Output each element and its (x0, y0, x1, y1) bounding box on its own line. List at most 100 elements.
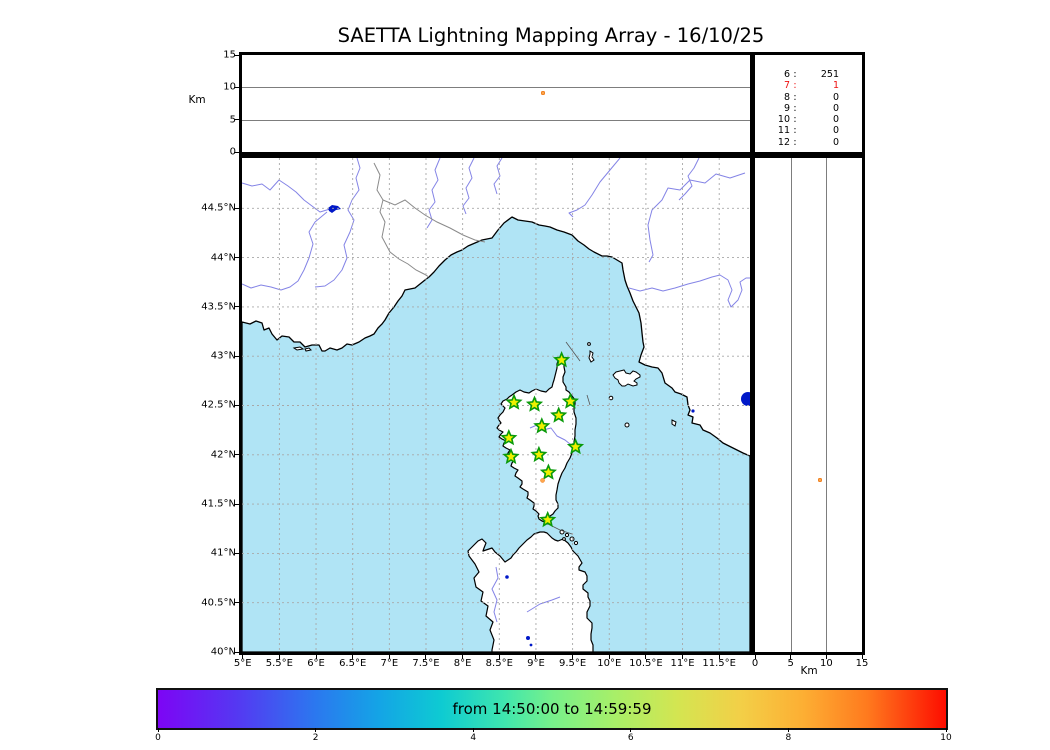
lat-tick-label: 41.5°N (201, 498, 236, 510)
lon-tick-label: 6°E (307, 658, 325, 669)
lat-tick-mark (234, 207, 239, 209)
right-alt-tick-mark (754, 655, 756, 659)
right-alt-tick-label: 10 (819, 658, 833, 669)
right-panel-km-label: Km (800, 665, 818, 677)
colorbar-tick-mark (787, 728, 789, 732)
lon-tick-label: 7°E (380, 658, 399, 669)
station-count-level: 8 (783, 91, 790, 103)
map-svg (242, 158, 750, 652)
station-count-level: 10 (777, 114, 790, 126)
lat-tick-label: 42.5°N (201, 399, 236, 411)
lon-tick-mark (535, 655, 537, 659)
lon-tick-label: 5.5°E (265, 658, 293, 669)
station-count-colon: : (793, 136, 797, 148)
top-alt-tick-mark (234, 86, 239, 88)
station-count-row: 9: 0 (758, 103, 859, 114)
station-count-value: 0 (832, 102, 839, 114)
lat-tick-mark (234, 503, 239, 505)
map-panel (239, 155, 753, 655)
lon-tick-label: 8°E (453, 658, 472, 669)
time-colorbar: from 14:50:00 to 14:59:59 (156, 688, 948, 730)
small-islands (292, 342, 677, 546)
lon-tick-mark (278, 655, 280, 659)
altitude-vs-longitude-panel (239, 52, 753, 155)
lat-tick-label: 44.5°N (201, 202, 236, 214)
station-count-colon: : (793, 114, 797, 126)
top-alt-tick-mark (234, 54, 239, 56)
lat-tick-mark (234, 454, 239, 456)
colorbar-tick-label: 8 (785, 733, 792, 743)
top-panel-gridline (242, 87, 750, 89)
lon-tick-label: 7.5°E (412, 658, 440, 669)
top-panel-gridline (242, 119, 750, 121)
station-count-value: 251 (820, 69, 839, 80)
lat-tick-label: 44°N (210, 252, 236, 264)
colorbar-tick-label: 10 (940, 733, 952, 743)
station-count-row: 8: 0 (758, 92, 859, 103)
colorbar-tick-label: 4 (470, 733, 477, 743)
lon-tick-mark (572, 655, 574, 659)
lat-tick-mark (234, 602, 239, 604)
lon-tick-mark (498, 655, 500, 659)
station-count-colon: : (793, 80, 797, 92)
lon-tick-mark (242, 655, 244, 659)
station-count-row: 6: 251 (758, 69, 859, 80)
lat-tick-label: 41°N (210, 547, 236, 559)
lon-tick-label: 11°E (670, 658, 695, 669)
right-alt-tick-label: 5 (787, 658, 794, 669)
lat-lon-grid (242, 158, 750, 652)
sea-coastline (242, 216, 750, 652)
colorbar-tick-label: 0 (155, 733, 161, 743)
top-alt-tick-label: 10 (223, 81, 236, 93)
lon-tick-label: 10.5°E (629, 658, 663, 669)
right-alt-tick-label: 15 (855, 658, 869, 669)
colorbar-tick-mark (472, 728, 474, 732)
lat-tick-mark (234, 355, 239, 357)
colorbar-tick-mark (157, 728, 159, 732)
station-count-value: 0 (832, 91, 839, 103)
right-alt-tick-mark (790, 655, 792, 659)
colorbar-tick-mark (945, 728, 947, 732)
lat-tick-label: 42°N (210, 449, 236, 461)
lon-tick-label: 5°E (233, 658, 252, 669)
station-count-list: 6: 251 7: 1 8: 0 9: 0 10: 0 11: 0 12: 0 (758, 69, 859, 148)
lon-tick-mark (425, 655, 427, 659)
station-count-row: 11: 0 (758, 125, 859, 136)
lon-tick-mark (462, 655, 464, 659)
colorbar-tick-label: 6 (627, 733, 634, 743)
figure-title: SAETTA Lightning Mapping Array - 16/10/2… (337, 24, 765, 47)
right-alt-tick-label: 0 (751, 658, 759, 669)
lightning-sources-layer (540, 478, 545, 483)
colorbar-tick-mark (315, 728, 317, 732)
lat-tick-label: 40°N (210, 646, 236, 658)
right-panel-gridline (790, 158, 792, 652)
lon-tick-label: 8.5°E (485, 658, 513, 669)
lon-tick-mark (718, 655, 720, 659)
rivers (242, 158, 750, 623)
lightning-source-point-altitude-lat (817, 478, 822, 483)
top-alt-tick-label: 0 (229, 146, 236, 158)
lat-tick-label: 40.5°N (201, 597, 236, 609)
station-count-colon: : (793, 69, 797, 80)
lakes (328, 205, 750, 647)
lon-tick-mark (388, 655, 390, 659)
station-count-colon: : (793, 102, 797, 114)
colorbar-tick-label: 2 (312, 733, 319, 743)
colorbar-time-window-label: from 14:50:00 to 14:59:59 (452, 700, 652, 718)
station-count-row: 7: 1 (758, 80, 859, 91)
station-count-level: 6 (783, 69, 790, 80)
country-borders (373, 162, 486, 278)
lightning-source-point (540, 478, 545, 483)
lat-tick-mark (234, 552, 239, 554)
right-alt-tick-mark (825, 655, 827, 659)
station-count-value: 0 (832, 136, 839, 148)
lon-tick-mark (682, 655, 684, 659)
lat-tick-mark (234, 651, 239, 653)
station-count-value: 1 (832, 80, 839, 92)
altitude-vs-latitude-panel (752, 155, 865, 655)
right-panel-gridline (826, 158, 828, 652)
station-count-colon: : (793, 125, 797, 137)
lon-tick-label: 9°E (527, 658, 545, 669)
lat-tick-mark (234, 257, 239, 259)
lat-tick-label: 43.5°N (201, 301, 236, 313)
